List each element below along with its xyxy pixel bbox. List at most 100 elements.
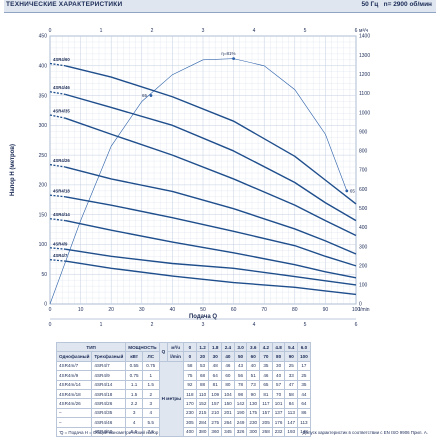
- head-value: 264: [221, 417, 235, 428]
- single-phase-model: 4SR4m/26: [55, 398, 93, 409]
- head-value: 142: [233, 398, 248, 409]
- head-value: 109: [208, 388, 223, 400]
- series-label: 4SR4/9: [53, 241, 68, 246]
- power-kw: 2.2: [125, 398, 143, 409]
- head-value: 33: [284, 370, 299, 381]
- q-m3h-value: 6.0: [297, 341, 311, 353]
- q-symbol-header: Q: [158, 342, 169, 362]
- head-value: 17: [297, 360, 311, 372]
- footnote-legend: Q = Подача H = Общий манометрический нап…: [60, 430, 159, 435]
- top-tick-label: 5: [304, 28, 307, 34]
- power-kw: 3: [125, 407, 143, 419]
- right-tick-label: 1300: [359, 53, 370, 59]
- bottom2-tick-label: 5: [304, 322, 307, 328]
- head-value: 58: [183, 360, 197, 372]
- head-value: 81: [208, 379, 223, 390]
- footnote-tolerance: Допуск характеристик в соответствии с EN…: [302, 430, 428, 435]
- table-row: 4SR4m/14 4SR4/14 1.1 1.5 92 88 81 80 78 73 65 57 47 3…: [55, 379, 311, 390]
- x-tick-label: 0: [49, 307, 52, 313]
- q-m3h-value: 4.2: [259, 341, 273, 353]
- head-value: 113: [297, 417, 311, 428]
- head-value: 157: [208, 398, 223, 409]
- three-phase-header: Трехфазный: [91, 351, 127, 362]
- efficiency-peak-label: η=81%: [221, 51, 235, 56]
- y-tick-label: 0: [44, 302, 47, 308]
- head-value: 170: [183, 398, 197, 409]
- head-value: 230: [183, 407, 197, 419]
- single-phase-model: –: [55, 426, 93, 437]
- head-value: 157: [259, 407, 273, 419]
- three-phase-model: 4SR4/26: [91, 398, 127, 409]
- right-tick-label: 0: [359, 302, 362, 308]
- h-meters-label: H метры: [158, 360, 185, 437]
- head-value: 400: [183, 426, 197, 437]
- q-lmin-unit: l/min: [167, 351, 185, 362]
- series-curve: [65, 65, 357, 205]
- bottom2-tick-label: 4: [253, 322, 256, 328]
- head-value: 58: [284, 388, 299, 400]
- head-value: 104: [221, 388, 235, 400]
- right-tick-label: 400: [359, 225, 368, 231]
- x-tick-label: 90: [323, 307, 329, 313]
- head-value: 90: [246, 388, 261, 400]
- series-label: 4SR4/18: [53, 189, 70, 194]
- head-value: 65: [259, 379, 273, 390]
- spec-conditions: 50 Гц n= 2900 об/мин: [361, 1, 432, 8]
- head-value: 51: [246, 370, 261, 381]
- y-tick-label: 450: [39, 34, 48, 40]
- y-tick-label: 200: [39, 183, 48, 189]
- head-value: 64: [297, 398, 311, 409]
- spec-title: ТЕХНИЧЕСКИЕ ХАРАКТЕРИСТИКИ: [6, 1, 123, 8]
- head-value: 81: [259, 388, 273, 400]
- q-lmin-value: 60: [246, 351, 261, 362]
- bottom2-tick-label: 3: [202, 322, 205, 328]
- series-curve: [65, 219, 357, 279]
- series-curve: [65, 93, 357, 222]
- series-curve-dashed: [49, 247, 66, 250]
- head-value: 249: [233, 417, 248, 428]
- single-phase-model: –: [55, 417, 93, 428]
- power-hp: 1: [141, 370, 160, 381]
- series-curve: [65, 196, 357, 267]
- frequency-label: 50 Гц: [361, 1, 379, 8]
- head-value: 175: [246, 407, 261, 419]
- head-value: 190: [233, 407, 248, 419]
- power-kw: 1.5: [125, 388, 143, 400]
- single-phase-model: 4SR4m/18: [55, 388, 93, 400]
- head-value: 176: [271, 417, 286, 428]
- head-value: 80: [221, 379, 235, 390]
- series-label: 4SR4/60: [53, 57, 70, 62]
- x-tick-label: 40: [170, 307, 176, 313]
- right-tick-label: 500: [359, 206, 368, 212]
- right-tick-label: 200: [359, 263, 368, 269]
- x-unit-lmin: l/min: [359, 307, 370, 313]
- bottom2-tick-label: 6: [355, 322, 358, 328]
- head-value: 360: [208, 426, 223, 437]
- top-tick-label: 6: [355, 28, 358, 34]
- series-curve: [65, 117, 357, 237]
- head-value: 118: [183, 388, 197, 400]
- single-phase-header: Однофазный: [55, 351, 93, 362]
- x-tick-label: 50: [200, 307, 206, 313]
- table-header-row: Однофазный Трехфазный кВт ЛС l/min 0 20 30 40 50 6…: [55, 351, 311, 362]
- top-tick-label: 3: [202, 28, 205, 34]
- head-value: 86: [297, 407, 311, 419]
- q-m3h-value: 1.2: [195, 341, 210, 353]
- series-label: 4SR4/46: [53, 85, 70, 90]
- three-phase-model: 4SR4/35: [91, 407, 127, 419]
- x-tick-label: 60: [231, 307, 237, 313]
- table-row: –4SR4/46 4 5.5 305 284 275 264 249 230 205 176 147 1…: [55, 417, 311, 428]
- power-hp: 0.75: [141, 360, 160, 372]
- power-hp: 2: [141, 388, 160, 400]
- q-lmin-value: 70: [259, 351, 273, 362]
- q-m3h-value: 2.4: [221, 341, 235, 353]
- head-value: 147: [284, 417, 299, 428]
- head-value: 345: [221, 426, 235, 437]
- single-phase-model: 4SR4m/9: [55, 370, 93, 381]
- head-value: 30: [271, 360, 286, 372]
- table-row: –4SR4/60 5.5 7.5 400 380 360 345 326 300 268 232 19…: [55, 426, 311, 437]
- efficiency-curve: [49, 58, 348, 305]
- y-tick-label: 150: [39, 212, 48, 218]
